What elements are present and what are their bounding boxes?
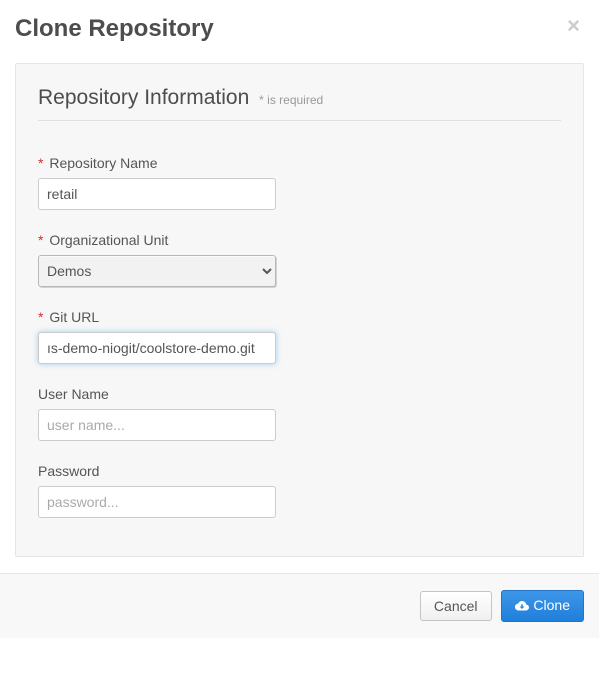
field-repository-name: * Repository Name bbox=[38, 155, 561, 210]
required-asterisk: * bbox=[38, 232, 43, 248]
organizational-unit-label: * Organizational Unit bbox=[38, 232, 561, 248]
organizational-unit-select[interactable]: Demos bbox=[38, 255, 276, 287]
clone-button-label: Clone bbox=[533, 597, 570, 613]
repository-info-panel: Repository Information * is required * R… bbox=[15, 63, 584, 557]
user-name-input[interactable] bbox=[38, 409, 276, 441]
repository-name-input[interactable] bbox=[38, 178, 276, 210]
required-note: * is required bbox=[259, 93, 323, 107]
required-asterisk: * bbox=[38, 309, 43, 325]
field-organizational-unit: * Organizational Unit Demos bbox=[38, 232, 561, 287]
label-text: Organizational Unit bbox=[49, 232, 168, 248]
repository-name-label: * Repository Name bbox=[38, 155, 561, 171]
field-password: Password bbox=[38, 463, 561, 518]
field-git-url: * Git URL bbox=[38, 309, 561, 364]
close-icon[interactable]: × bbox=[563, 15, 584, 37]
label-text: Repository Name bbox=[49, 155, 157, 171]
git-url-input[interactable] bbox=[38, 332, 276, 364]
modal-title: Clone Repository bbox=[15, 15, 214, 43]
panel-title: Repository Information bbox=[38, 86, 249, 109]
git-url-label: * Git URL bbox=[38, 309, 561, 325]
modal-header: Clone Repository × bbox=[15, 15, 584, 51]
clone-button[interactable]: Clone bbox=[501, 590, 584, 622]
field-user-name: User Name bbox=[38, 386, 561, 441]
password-label: Password bbox=[38, 463, 561, 479]
cloud-download-icon bbox=[515, 599, 529, 615]
password-input[interactable] bbox=[38, 486, 276, 518]
panel-title-row: Repository Information * is required bbox=[38, 86, 561, 121]
clone-repository-modal: Clone Repository × Repository Informatio… bbox=[0, 0, 599, 638]
modal-footer: Cancel Clone bbox=[0, 573, 599, 638]
cancel-button[interactable]: Cancel bbox=[420, 591, 492, 621]
user-name-label: User Name bbox=[38, 386, 561, 402]
label-text: Git URL bbox=[49, 309, 99, 325]
required-asterisk: * bbox=[38, 155, 43, 171]
